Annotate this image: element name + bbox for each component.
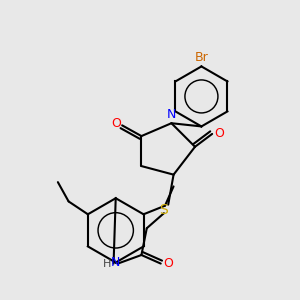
Text: S: S [160,203,168,217]
Text: H: H [103,259,111,269]
Text: N: N [167,108,176,121]
Text: O: O [163,257,173,270]
Text: N: N [111,256,120,269]
Text: O: O [111,117,121,130]
Text: O: O [215,128,225,140]
Text: Br: Br [195,51,208,64]
